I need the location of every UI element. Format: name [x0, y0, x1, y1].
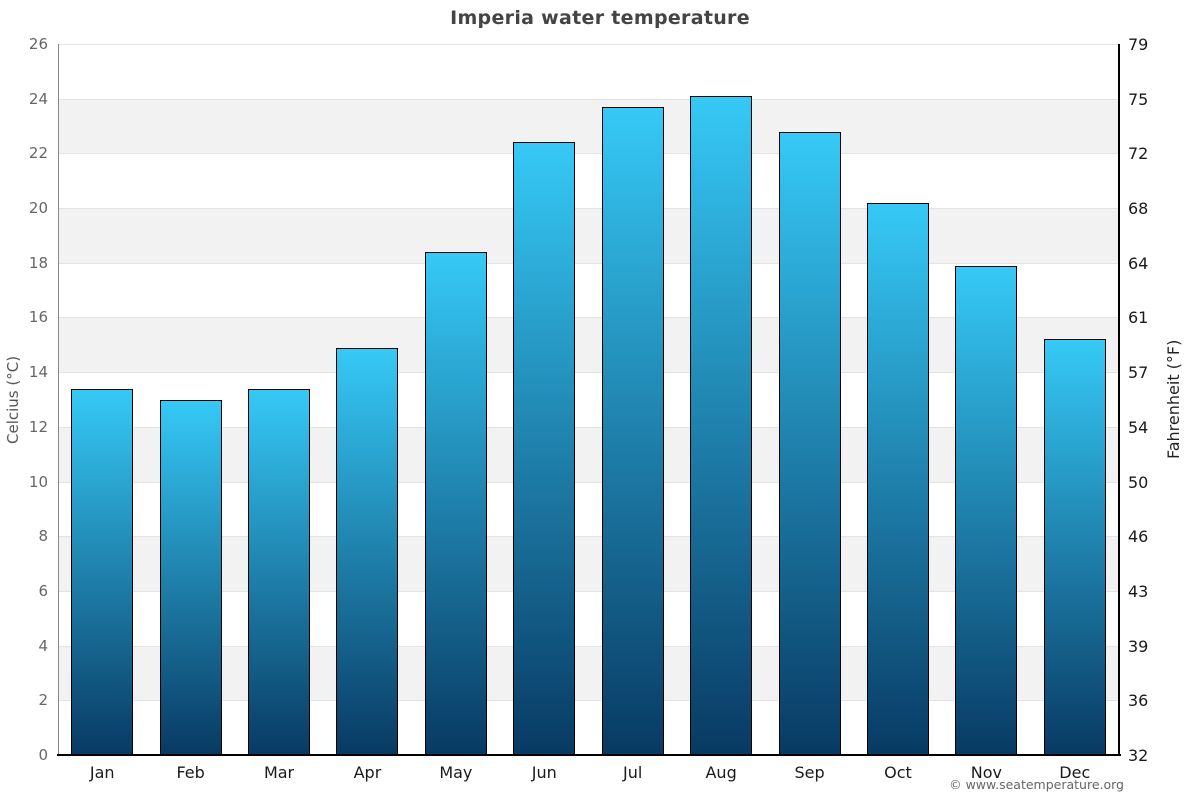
gridline: [58, 98, 1119, 100]
background-band: [58, 481, 1119, 537]
y-tick-label-fahrenheit: 39: [1128, 636, 1149, 656]
gridline: [58, 481, 1119, 483]
x-tick-label-may: May: [439, 763, 473, 782]
bar-jun: [513, 142, 576, 755]
gridline: [58, 44, 1119, 45]
gridline: [58, 590, 1119, 592]
bar-jan: [71, 388, 134, 755]
y-tick-label-fahrenheit: 36: [1128, 691, 1149, 711]
copyright-text: © www.seatemperature.org: [949, 777, 1124, 792]
bar-dec: [1043, 339, 1106, 755]
background-band: [58, 153, 1119, 209]
bar-may: [424, 251, 487, 755]
bar-mar: [248, 388, 311, 755]
y-tick-label-celsius: 16: [28, 308, 48, 327]
x-tick-label-aug: Aug: [705, 763, 737, 782]
chart-title: Imperia water temperature: [450, 7, 750, 29]
y-tick-label-fahrenheit: 57: [1128, 363, 1149, 383]
y-tick-label-fahrenheit: 64: [1128, 253, 1149, 273]
y-tick-label-fahrenheit: 79: [1128, 35, 1149, 54]
background-band: [58, 262, 1119, 318]
gridline: [58, 426, 1119, 428]
background-band: [58, 208, 1119, 263]
background-band: [58, 536, 1119, 591]
y-tick-label-celsius: 20: [28, 199, 48, 218]
y-tick-label-fahrenheit: 43: [1128, 581, 1149, 601]
y-tick-label-celsius: 4: [38, 636, 48, 655]
y-tick-label-fahrenheit: 75: [1128, 89, 1149, 109]
y-axis-right-line: [1118, 44, 1120, 755]
y-tick-label-celsius: 12: [28, 417, 48, 436]
background-band: [58, 44, 1119, 99]
x-tick-label-sep: Sep: [794, 763, 825, 782]
y-tick-label-fahrenheit: 72: [1128, 144, 1149, 164]
y-tick-label-celsius: 14: [28, 363, 48, 382]
bar-aug: [690, 95, 753, 755]
background-band: [58, 590, 1119, 646]
gridline: [58, 372, 1119, 374]
background-band: [58, 645, 1119, 701]
x-tick-label-nov: Nov: [970, 763, 1002, 782]
gridline: [58, 700, 1119, 702]
y-tick-label-fahrenheit: 68: [1128, 199, 1149, 219]
y-tick-label-celsius: 10: [28, 472, 48, 491]
y-tick-label-celsius: 0: [38, 746, 48, 764]
y-tick-label-celsius: 18: [28, 253, 48, 272]
bar-nov: [955, 265, 1018, 755]
bar-feb: [159, 399, 222, 755]
y-tick-label-celsius: 8: [38, 527, 48, 546]
y-tick-label-fahrenheit: 61: [1128, 308, 1149, 328]
gridline: [58, 153, 1119, 155]
background-band: [58, 700, 1119, 755]
gridline: [58, 536, 1119, 538]
gridline: [58, 317, 1119, 319]
x-tick-label-dec: Dec: [1059, 763, 1091, 782]
background-band: [58, 426, 1119, 482]
plot-area: [58, 44, 1119, 755]
y-tick-label-celsius: 6: [38, 581, 48, 600]
x-tick-label-apr: Apr: [353, 763, 382, 782]
background-band: [58, 98, 1119, 154]
y-tick-label-celsius: 2: [38, 691, 48, 710]
y-tick-label-celsius: 24: [28, 89, 48, 108]
y-tick-label-celsius: 22: [28, 144, 48, 163]
bar-sep: [778, 131, 841, 755]
x-tick-label-mar: Mar: [263, 763, 295, 782]
x-tick-label-oct: Oct: [884, 763, 912, 782]
bar-oct: [866, 202, 929, 755]
y-tick-label-fahrenheit: 50: [1128, 472, 1149, 492]
bar-jul: [601, 106, 664, 755]
bar-apr: [336, 347, 399, 755]
y-axis-right-title: Fahrenheit (°F): [1164, 339, 1183, 460]
x-axis-line: [57, 754, 1121, 756]
x-tick-label-jun: Jun: [531, 763, 557, 782]
y-tick-label-celsius: 26: [28, 35, 48, 53]
x-tick-label-feb: Feb: [176, 763, 205, 782]
gridline: [58, 262, 1119, 264]
y-tick-label-fahrenheit: 46: [1128, 527, 1149, 547]
y-axis-left-line: [58, 44, 59, 755]
x-tick-label-jan: Jan: [89, 763, 115, 782]
background-band: [58, 317, 1119, 373]
background-band: [58, 372, 1119, 427]
gridline: [58, 645, 1119, 647]
y-axis-left-title: Celcius (°C): [4, 355, 22, 444]
y-tick-label-fahrenheit: 54: [1128, 417, 1149, 437]
y-tick-label-fahrenheit: 32: [1128, 746, 1149, 765]
gridline: [58, 208, 1119, 210]
x-tick-label-jul: Jul: [623, 763, 643, 782]
